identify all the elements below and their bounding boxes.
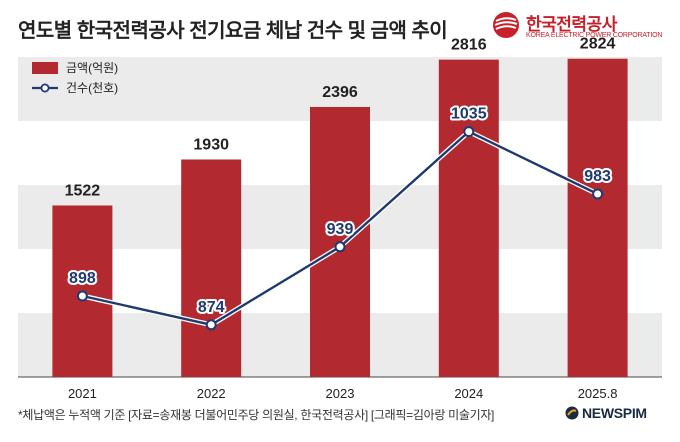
legend-bar-swatch — [32, 62, 58, 74]
kepco-logo-icon — [493, 12, 519, 38]
line-point — [592, 188, 604, 200]
chart-title: 연도별 한국전력공사 전기요금 체납 건수 및 금액 추이 — [18, 20, 448, 42]
kepco-logo-name-ko: 한국전력공사 — [526, 15, 617, 34]
x-tick-label: 2025.8 — [578, 386, 618, 401]
bar-value-label: 1522 — [65, 182, 101, 199]
legend-line-marker — [40, 83, 50, 93]
bar — [438, 59, 499, 377]
newspim-logo-icon — [565, 406, 579, 420]
line-point — [463, 126, 475, 138]
x-tick-label: 2021 — [68, 386, 97, 401]
x-tick-label: 2023 — [326, 386, 355, 401]
newspim-logo-text: NEWSPIM — [582, 405, 647, 421]
line-value-label: 983 — [584, 168, 611, 185]
bar — [181, 159, 242, 377]
x-tick-label: 2024 — [454, 386, 483, 401]
kepco-logo-name-en: KOREA ELECTRIC POWER CORPORATION — [526, 32, 663, 39]
legend-line-label: 건수(천호) — [66, 80, 118, 95]
bar-value-label: 2824 — [580, 36, 616, 53]
line-value-label: 898 — [69, 270, 96, 287]
line-point — [205, 319, 217, 331]
bar-value-label: 1930 — [193, 136, 229, 153]
line-value-label: 939 — [327, 221, 354, 238]
kepco-logo: 한국전력공사 KOREA ELECTRIC POWER CORPORATION — [492, 10, 662, 42]
footnote: *체납액은 누적액 기준 [자료=송재봉 더불어민주당 의원실, 한국전력공사]… — [18, 408, 495, 422]
legend-bar-label: 금액(억원) — [66, 61, 118, 75]
bar-value-label: 2396 — [322, 84, 358, 101]
x-tick-labels: 2021 2022 2023 2024 2025.8 — [68, 386, 618, 401]
line-point — [76, 290, 88, 302]
line-value-label: 874 — [198, 299, 225, 316]
legend: 금액(억원) 건수(천호) — [32, 61, 118, 95]
line-value-label: 1035 — [451, 106, 487, 123]
x-tick-label: 2022 — [197, 386, 226, 401]
bar-value-label: 2816 — [451, 37, 487, 54]
line-point — [334, 241, 346, 253]
line-series: 898 874 939 1035 983 — [67, 104, 613, 331]
bar — [567, 58, 628, 377]
bar-value-labels: 1522 1930 2396 2816 2824 — [65, 36, 616, 200]
